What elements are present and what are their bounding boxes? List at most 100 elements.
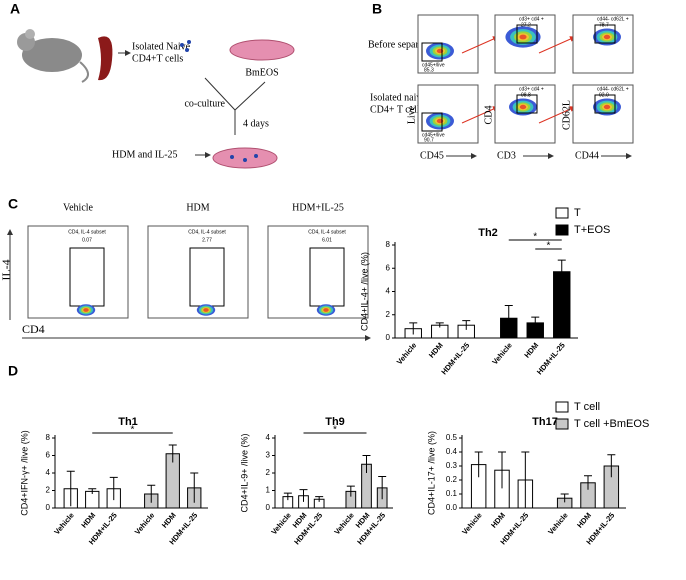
y-tick-label: 0 [386,333,391,342]
gate-value: 85.3 [424,67,434,73]
legend-label: T cell +BmEOS [574,418,649,430]
y-tick-label: 0.5 [446,433,458,442]
flow-plot [147,225,249,319]
error-bar [362,455,371,473]
y-axis-label: CD4+IL-17+ /live (%) [426,431,436,515]
density [603,34,611,40]
legend-label: T cell [574,401,600,413]
y-tick-label: 0.2 [446,475,458,484]
dish-icon [229,39,295,61]
step-text: CD4+T cells [132,53,183,64]
significance-star: * [131,425,135,436]
x-tick-label: HDM [575,511,593,530]
gate-label: cd3+ cd4 + [519,86,544,92]
legend-swatch [555,418,569,430]
x-tick-label: Vehicle [332,511,356,537]
error-bar [283,492,292,501]
row-label: CD4+ T cells [370,104,424,115]
density [203,308,209,312]
column-title: Vehicle [63,202,94,213]
axis-label: IL-4 [0,259,13,280]
panel-label: A [10,1,20,17]
gate [421,42,443,62]
error-bar [409,322,418,335]
y-tick-label: 8 [386,240,391,249]
axis-label: CD62L [561,100,572,130]
y-tick-label: 2 [386,310,391,319]
x-tick-label: Vehicle [133,511,157,537]
cells-icon [230,154,258,162]
error-bar [315,496,324,502]
y-tick-label: 0.0 [446,503,458,512]
gate-value: 90.7 [424,137,434,143]
y-tick-label: 2 [46,486,51,495]
y-tick-label: 6 [386,263,391,272]
chart-title: Th1 [118,416,138,428]
significance-star: * [547,241,551,252]
gate-label: CD4, IL-4 subset [308,229,346,235]
y-tick-label: 0.1 [446,489,458,498]
y-tick-label: 0 [46,503,51,512]
error-bar [584,475,592,490]
gate-value: 98.8 [521,92,531,98]
x-tick-label: HDM [427,341,445,360]
error-bar [346,485,355,497]
x-tick-label: Vehicle [546,511,570,537]
x-tick-label: HDM [489,511,507,530]
x-tick-label: Vehicle [460,511,484,537]
flow-plot [417,14,479,74]
x-tick-label: HDM [79,511,97,530]
panel-label: B [372,1,382,17]
error-bar [109,476,118,501]
gate-value: 2.77 [202,237,212,243]
density [83,308,89,312]
flow-arrow [461,106,499,124]
gate-label: cd44- cd62L + [597,16,629,22]
legend-label: T [574,207,581,219]
gate-label: CD4, IL-4 subset [188,229,226,235]
flow-plot [27,225,129,319]
significance-star: * [533,232,537,243]
y-tick-label: 0 [266,503,271,512]
error-bar [168,444,177,463]
chart-title: Th2 [478,227,498,239]
axis-label: Live [406,105,417,124]
x-tick-label: HDM [160,511,178,530]
row-label: Before separation [368,39,439,50]
gate-label: cd44- cd62L + [597,86,629,92]
error-bar [498,451,506,489]
y-axis-label: CD4+IL-9+ /live (%) [239,433,249,512]
density [603,104,611,110]
axis-label: CD3 [497,150,516,161]
gate [594,24,616,44]
gate-label: cd3+ cd4 + [519,16,544,22]
legend-label: T+EOS [574,224,610,236]
legend-swatch [555,207,569,219]
axis-label: CD44 [575,150,599,161]
gate-label: CD4, IL-4 subset [68,229,106,235]
x-tick-label: Vehicle [52,511,76,537]
row-label: Isolated naive [370,92,426,103]
gate [594,94,616,114]
density [323,308,329,312]
error-bar [88,488,97,494]
y-axis-label: CD4+IL-4+ /live (%) [359,252,369,331]
legend-swatch [555,224,569,236]
chart-title: Th9 [325,416,345,428]
chart-title: Th17 [532,416,558,428]
error-bar [560,493,569,503]
error-bar [462,320,471,330]
x-tick-label: Vehicle [269,511,293,537]
x-tick-label: Vehicle [395,341,419,367]
step-text: Isolated Naive [132,41,191,52]
axis-label: CD4 [483,106,494,125]
error-bar [531,316,540,329]
cells-icon [180,40,191,52]
gate-value: 78.7 [599,22,609,28]
error-bar [435,322,444,328]
y-tick-label: 0.4 [446,447,458,456]
panel-label: C [8,196,18,212]
gate [516,24,538,44]
step-text: co-culture [184,98,225,109]
axis-label: CD4 [22,322,45,336]
